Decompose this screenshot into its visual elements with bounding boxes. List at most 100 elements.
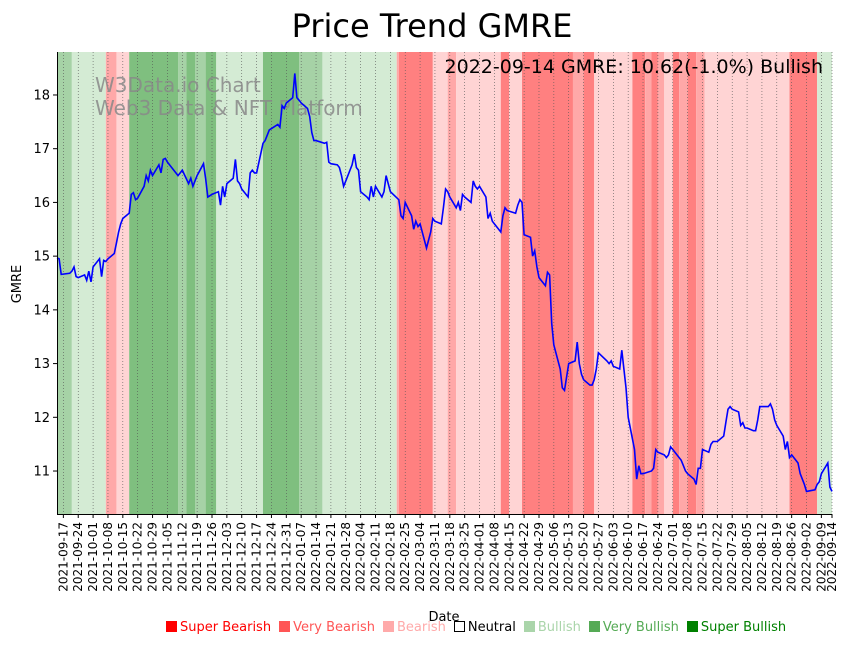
legend-swatch-3 xyxy=(453,621,465,632)
sentiment-band-32 xyxy=(696,52,705,514)
sentiment-band-16 xyxy=(447,52,457,514)
x-axis-label: Date xyxy=(428,610,459,625)
x-tick-label-7: 2021-11-05 xyxy=(160,522,174,592)
sentiment-band-4 xyxy=(129,52,179,514)
legend-item-0: Super Bearish xyxy=(166,620,271,635)
legend-swatch-5 xyxy=(588,621,600,632)
chart-title: Price Trend GMRE xyxy=(292,7,573,45)
x-tick-label-1: 2021-09-24 xyxy=(71,522,85,592)
x-tick-label-21: 2022-02-11 xyxy=(368,522,382,592)
legend-label-6: Super Bullish xyxy=(700,620,787,635)
x-tick-label-46: 2022-08-05 xyxy=(740,522,754,592)
x-tick-label-31: 2022-04-22 xyxy=(517,522,531,592)
sentiment-band-17 xyxy=(456,52,501,514)
x-tick-label-11: 2021-12-03 xyxy=(220,522,234,592)
y-tick-label-1: 12 xyxy=(33,411,50,426)
x-tick-label-15: 2021-12-31 xyxy=(279,522,293,592)
x-tick-label-23: 2022-02-25 xyxy=(398,522,412,592)
x-tick-label-19: 2022-01-28 xyxy=(339,522,353,592)
legend: Super Bearish Very Bearish Bearish Neutral B… xyxy=(166,620,846,638)
y-tick-label-2: 13 xyxy=(33,357,50,372)
x-tick-label-45: 2022-07-29 xyxy=(725,522,739,592)
legend-swatch-4 xyxy=(523,621,535,632)
legend-swatch-0 xyxy=(166,621,177,632)
x-ticks: 2021-09-17 2021-09-24 2021-10-01 2021-10-08… xyxy=(56,514,839,592)
y-tick-label-3: 14 xyxy=(33,303,50,318)
sentiment-band-2 xyxy=(105,52,117,514)
x-tick-label-48: 2022-08-19 xyxy=(770,522,784,592)
sentiment-band-22 xyxy=(583,52,595,514)
x-tick-label-39: 2022-06-17 xyxy=(636,522,650,592)
legend-label-5: Very Bullish xyxy=(602,620,679,635)
y-axis-label: GMRE xyxy=(10,265,25,304)
x-tick-label-42: 2022-07-08 xyxy=(681,522,695,592)
sentiment-bands xyxy=(57,52,832,514)
sentiment-band-29 xyxy=(672,52,680,514)
x-tick-label-26: 2022-03-18 xyxy=(443,522,457,592)
legend-label-0: Super Bearish xyxy=(180,620,272,635)
watermark: W3Data.io Chart Web3 Data & NFT Platform xyxy=(95,73,363,120)
x-tick-label-24: 2022-03-04 xyxy=(413,522,427,592)
y-tick-label-7: 18 xyxy=(33,88,50,103)
x-tick-label-9: 2021-11-19 xyxy=(190,522,204,592)
sentiment-band-19 xyxy=(509,52,522,514)
legend-item-3: Neutral xyxy=(453,620,516,635)
sentiment-band-7 xyxy=(195,52,206,514)
x-tick-label-50: 2022-09-02 xyxy=(800,522,814,592)
x-tick-label-51: 2022-09-09 xyxy=(814,522,828,592)
sentiment-band-21 xyxy=(572,52,584,514)
price-annotation: 2022-09-14 GMRE: 10.62(-1.0%) Bullish xyxy=(445,56,823,78)
sentiment-band-1 xyxy=(71,52,106,514)
x-tick-label-12: 2021-12-10 xyxy=(235,522,249,592)
x-tick-label-0: 2021-09-17 xyxy=(56,522,70,592)
x-tick-label-14: 2021-12-24 xyxy=(264,522,278,592)
x-tick-label-3: 2021-10-08 xyxy=(101,522,115,592)
sentiment-band-30 xyxy=(679,52,688,514)
legend-label-2: Bearish xyxy=(396,620,446,635)
sentiment-band-13 xyxy=(396,52,399,514)
x-tick-label-18: 2022-01-21 xyxy=(324,522,338,592)
sentiment-band-14 xyxy=(398,52,433,514)
x-tick-label-4: 2021-10-15 xyxy=(116,522,130,592)
sentiment-band-0 xyxy=(57,52,72,514)
sentiment-band-15 xyxy=(432,52,448,514)
sentiment-band-11 xyxy=(299,52,323,514)
watermark-line-1: W3Data.io Chart xyxy=(95,73,261,97)
x-tick-label-38: 2022-06-10 xyxy=(621,522,635,592)
sentiment-band-9 xyxy=(216,52,263,514)
legend-item-5: Very Bullish xyxy=(588,620,679,635)
x-tick-label-49: 2022-08-26 xyxy=(785,522,799,592)
sentiment-band-10 xyxy=(262,52,300,514)
x-tick-label-28: 2022-04-01 xyxy=(473,522,487,592)
x-tick-label-33: 2022-05-06 xyxy=(547,522,561,592)
sentiment-band-35 xyxy=(817,52,832,514)
legend-label-1: Very Bearish xyxy=(293,620,375,635)
x-tick-label-17: 2022-01-14 xyxy=(309,522,323,592)
x-tick-label-35: 2022-05-20 xyxy=(577,522,591,592)
sentiment-band-25 xyxy=(645,52,652,514)
x-tick-label-34: 2022-05-13 xyxy=(562,522,576,592)
x-tick-label-16: 2022-01-07 xyxy=(294,522,308,592)
x-tick-label-27: 2022-03-25 xyxy=(458,522,472,592)
vertical-gridlines xyxy=(63,52,833,514)
sentiment-band-18 xyxy=(500,52,510,514)
y-ticks: 11 12 13 14 15 16 17 18 xyxy=(33,88,57,480)
y-tick-label-4: 15 xyxy=(33,250,50,265)
legend-swatch-6 xyxy=(686,621,698,632)
y-tick-label-6: 17 xyxy=(33,142,50,157)
x-tick-label-22: 2022-02-18 xyxy=(383,522,397,592)
legend-item-4: Bullish xyxy=(523,620,581,635)
y-tick-label-5: 16 xyxy=(33,196,50,211)
x-tick-label-30: 2022-04-15 xyxy=(502,522,516,592)
sentiment-band-31 xyxy=(687,52,697,514)
sentiment-band-27 xyxy=(657,52,665,514)
x-tick-label-41: 2022-07-01 xyxy=(666,522,680,592)
legend-label-3: Neutral xyxy=(467,620,516,635)
sentiment-band-24 xyxy=(632,52,646,514)
x-tick-label-37: 2022-06-03 xyxy=(606,522,620,592)
x-tick-label-2: 2021-10-01 xyxy=(86,522,100,592)
y-tick-label-0: 11 xyxy=(33,465,50,480)
x-tick-label-40: 2022-06-24 xyxy=(651,522,665,592)
x-tick-label-47: 2022-08-12 xyxy=(755,522,769,592)
